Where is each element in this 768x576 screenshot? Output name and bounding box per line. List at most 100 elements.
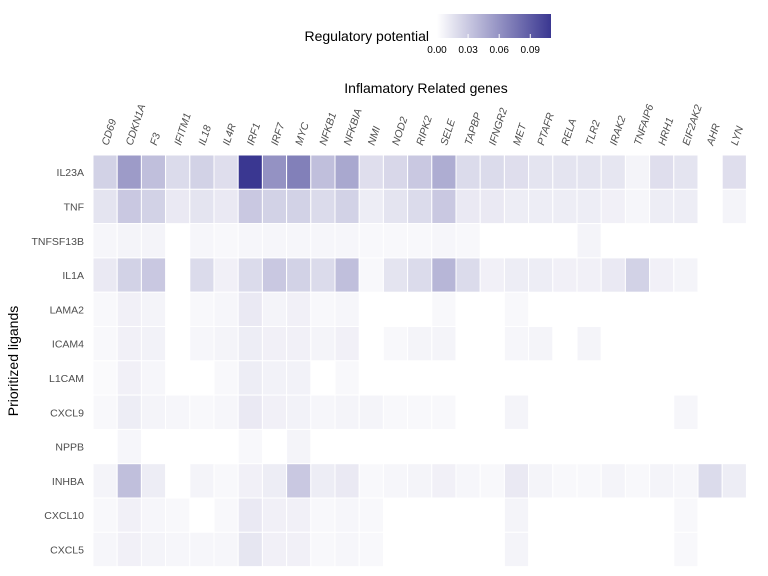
- heatmap-cell: [576, 154, 602, 190]
- legend: Regulatory potential 0.00 0.03 0.06 0.09: [304, 14, 551, 56]
- heatmap-cell: [92, 463, 118, 499]
- heatmap-cell: [310, 497, 336, 533]
- heatmap-cell: [358, 154, 384, 190]
- heatmap-cell: [310, 326, 336, 362]
- y-tick-label: LAMA2: [50, 304, 85, 316]
- heatmap-cell: [261, 463, 288, 499]
- heatmap-cell: [92, 291, 118, 328]
- heatmap-cell: [479, 463, 505, 499]
- x-tick-label: AHR: [704, 122, 723, 148]
- heatmap-cell: [358, 497, 384, 533]
- heatmap-cell: [503, 531, 530, 568]
- x-tick-labels: CD69 CDKN1A F3 IFITM1 IL18 IL4R IRF1 IRF7 MYC NFK…: [100, 103, 747, 148]
- heatmap-cell: [382, 326, 409, 362]
- x-axis-title: Inflamatory Related genes: [344, 80, 507, 96]
- heatmap-cell: [358, 257, 384, 293]
- heatmap-cell: [261, 497, 288, 533]
- heatmap-cell: [189, 394, 215, 430]
- heatmap-cell: [673, 463, 699, 499]
- heatmap-cell: [140, 394, 167, 430]
- x-tick-label: CDKN1A: [124, 103, 149, 147]
- heatmap-cell: [116, 463, 142, 499]
- x-tick-label: NFKBIA: [342, 107, 365, 147]
- heatmap-cell: [116, 497, 142, 533]
- y-tick-label: TNFSF13B: [31, 236, 84, 248]
- heatmap-cell: [237, 223, 263, 259]
- x-tick-label: IRF7: [269, 120, 288, 146]
- legend-colorbar: [437, 14, 551, 38]
- heatmap-cell: [358, 223, 384, 259]
- heatmap-cell: [503, 497, 530, 533]
- heatmap-cell: [382, 463, 409, 499]
- heatmap-cell: [140, 154, 167, 190]
- heatmap-cell: [649, 463, 675, 499]
- heatmap-cell: [261, 257, 288, 293]
- heatmap-cell: [116, 360, 142, 396]
- heatmap-cell: [92, 326, 118, 362]
- y-tick-label: L1CAM: [49, 373, 84, 385]
- heatmap-cell: [189, 257, 215, 293]
- heatmap-cell: [552, 463, 578, 499]
- legend-ticks: 0.00 0.03 0.06 0.09: [427, 34, 540, 56]
- legend-tick-label: 0.00: [427, 45, 447, 56]
- heatmap-cell: [286, 497, 312, 533]
- heatmap-cell: [382, 188, 409, 225]
- legend-tick-label: 0.09: [521, 45, 541, 56]
- y-tick-label: IL23A: [57, 167, 84, 179]
- heatmap-cell: [624, 257, 651, 293]
- x-tick-label: IL4R: [221, 122, 239, 147]
- heatmap-cell: [407, 257, 433, 293]
- y-tick-label: IL1A: [62, 270, 84, 282]
- y-tick-label: ICAM4: [52, 339, 84, 351]
- heatmap-cells: [92, 154, 747, 568]
- heatmap-cell: [503, 394, 530, 430]
- heatmap-cell: [286, 531, 312, 568]
- heatmap-cell: [237, 428, 263, 465]
- legend-tick-label: 0.03: [458, 45, 478, 56]
- heatmap-cell: [140, 188, 167, 225]
- heatmap-cell: [528, 257, 554, 293]
- heatmap-cell: [189, 531, 215, 568]
- heatmap-cell: [334, 463, 360, 499]
- x-tick-label: F3: [148, 131, 163, 147]
- heatmap-cell: [503, 326, 530, 362]
- heatmap-cell: [116, 223, 142, 259]
- heatmap-cell: [286, 428, 312, 465]
- heatmap-cell: [213, 257, 239, 293]
- heatmap-cell: [503, 257, 530, 293]
- heatmap-cell: [334, 394, 360, 430]
- heatmap-cell: [140, 291, 167, 328]
- heatmap-cell: [237, 326, 263, 362]
- y-tick-label: CXCL5: [50, 544, 84, 556]
- heatmap-cell: [237, 394, 263, 430]
- heatmap-cell: [189, 463, 215, 499]
- heatmap-cell: [261, 326, 288, 362]
- x-tick-label: IFNGR2: [487, 106, 510, 146]
- heatmap-cell: [310, 291, 336, 328]
- x-tick-label: MET: [511, 121, 530, 147]
- heatmap-cell: [92, 531, 118, 568]
- heatmap-cell: [286, 463, 312, 499]
- y-tick-label: CXCL10: [44, 510, 84, 522]
- heatmap-cell: [92, 257, 118, 293]
- heatmap-cell: [431, 223, 457, 259]
- heatmap-cell: [649, 188, 675, 225]
- heatmap-cell: [431, 291, 457, 328]
- heatmap-cell: [310, 188, 336, 225]
- heatmap-cell: [503, 188, 530, 225]
- heatmap-cell: [479, 154, 505, 190]
- heatmap-cell: [116, 291, 142, 328]
- heatmap-cell: [237, 188, 263, 225]
- heatmap-cell: [528, 463, 554, 499]
- y-tick-label: TNF: [64, 201, 84, 213]
- heatmap-cell: [407, 188, 433, 225]
- heatmap-cell: [213, 531, 239, 568]
- heatmap-cell: [213, 463, 239, 499]
- x-tick-label: IL18: [196, 124, 214, 147]
- y-axis-title: Prioritized ligands: [5, 306, 21, 417]
- heatmap-cell: [213, 154, 239, 190]
- heatmap-cell: [455, 154, 481, 190]
- heatmap-cell: [310, 154, 336, 190]
- x-tick-label: IFITM1: [172, 112, 194, 147]
